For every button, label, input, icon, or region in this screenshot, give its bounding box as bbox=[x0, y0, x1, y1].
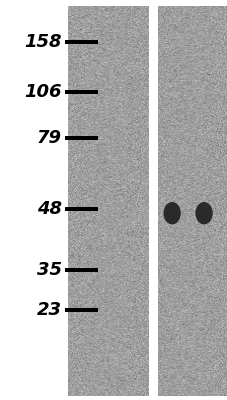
Bar bbox=[65, 207, 98, 211]
Text: 23: 23 bbox=[36, 301, 61, 319]
Ellipse shape bbox=[163, 202, 180, 224]
Bar bbox=[65, 40, 98, 44]
Text: 158: 158 bbox=[24, 33, 61, 51]
Bar bbox=[149, 6, 158, 396]
Bar bbox=[65, 136, 98, 140]
Bar bbox=[65, 90, 98, 94]
Text: 106: 106 bbox=[24, 83, 61, 101]
Text: 35: 35 bbox=[36, 261, 61, 279]
Ellipse shape bbox=[195, 202, 212, 224]
Bar bbox=[65, 308, 98, 312]
Text: 48: 48 bbox=[36, 200, 61, 218]
Bar bbox=[65, 268, 98, 272]
Text: 79: 79 bbox=[36, 129, 61, 147]
